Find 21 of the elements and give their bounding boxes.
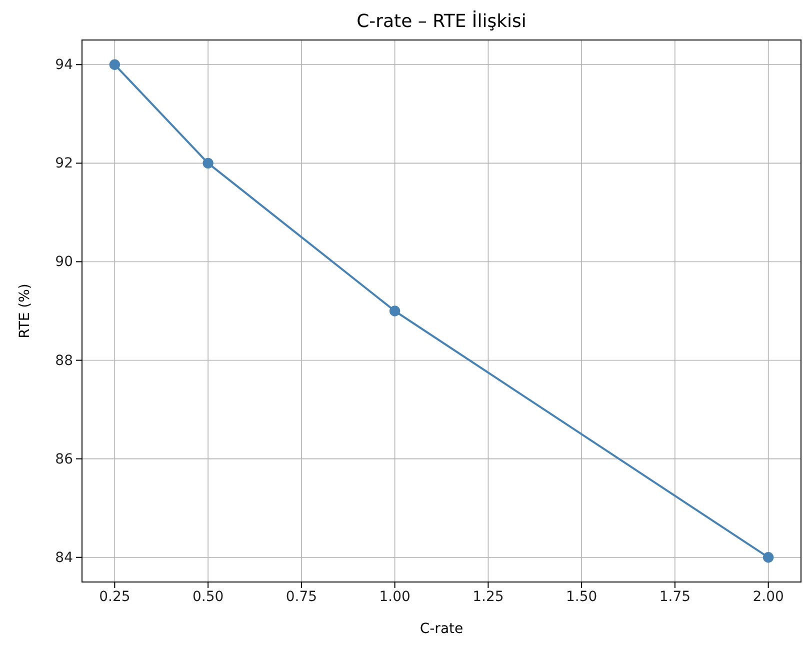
x-tick-label: 0.50	[192, 588, 224, 605]
y-tick-label: 94	[55, 57, 74, 74]
y-tick-label: 92	[55, 156, 73, 172]
x-tick-label: 1.50	[566, 588, 598, 605]
x-tick-label: 0.75	[286, 588, 318, 605]
point	[762, 552, 774, 563]
y-tick-label: 84	[55, 550, 74, 566]
x-tick-label: 1.25	[472, 588, 504, 605]
x-tick-label: 1.75	[659, 588, 691, 605]
y-tick-label: 88	[55, 352, 73, 369]
x-axis-title: C-rate	[420, 621, 464, 637]
x-tick-label: 0.25	[99, 588, 130, 605]
x-tick-label: 1.00	[379, 588, 410, 605]
point	[389, 306, 400, 316]
chart-title: C-rate – RTE İlişkisi	[356, 10, 526, 32]
y-tick-label: 90	[55, 254, 73, 270]
point	[109, 59, 120, 70]
y-tick-label: 86	[55, 451, 74, 468]
y-axis-title: RTE (%)	[17, 284, 33, 338]
point	[202, 158, 214, 169]
x-tick-label: 2.00	[752, 588, 784, 605]
